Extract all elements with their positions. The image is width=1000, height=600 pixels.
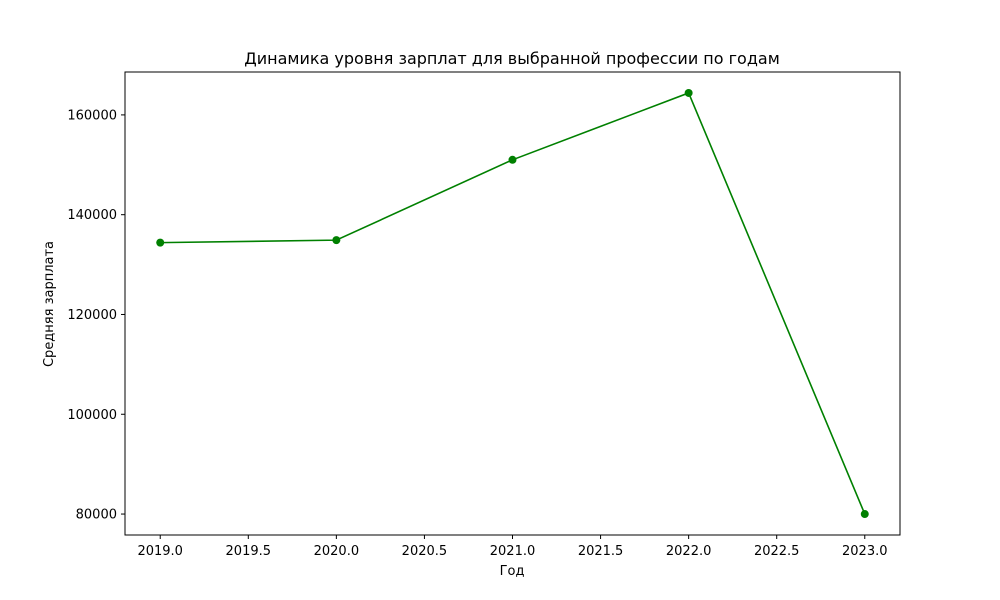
y-axis-ticks: 80000 100000 120000 140000 160000 <box>67 108 125 523</box>
y-axis-label: Средняя зарплата <box>42 241 57 367</box>
x-tick-label: 2020.5 <box>402 544 448 559</box>
plot-frame <box>124 71 901 536</box>
x-tick-label: 2021.0 <box>490 544 536 559</box>
chart-title: Динамика уровня зарплат для выбранной пр… <box>244 49 780 68</box>
x-tick-label: 2021.5 <box>578 544 624 559</box>
x-tick-label: 2022.5 <box>754 544 800 559</box>
y-tick-label: 80000 <box>76 508 117 523</box>
x-axis-label: Год <box>500 564 525 579</box>
data-point <box>684 88 693 97</box>
plot-area <box>125 72 900 535</box>
x-tick-label: 2020.0 <box>314 544 360 559</box>
y-tick-label: 120000 <box>67 308 117 323</box>
x-tick-label: 2022.0 <box>666 544 712 559</box>
data-point <box>156 238 165 247</box>
data-point <box>860 510 869 519</box>
data-point <box>508 155 517 164</box>
x-tick-label: 2019.5 <box>226 544 272 559</box>
x-tick-label: 2023.0 <box>842 544 888 559</box>
x-axis-ticks: 2019.0 2019.5 2020.0 2020.5 2021.0 2021.5 2022… <box>137 535 888 559</box>
data-point <box>332 236 341 245</box>
y-tick-label: 100000 <box>67 408 117 423</box>
x-tick-label: 2019.0 <box>137 544 183 559</box>
y-tick-label: 140000 <box>67 208 117 223</box>
series-group <box>156 88 869 519</box>
y-tick-label: 160000 <box>67 108 117 123</box>
